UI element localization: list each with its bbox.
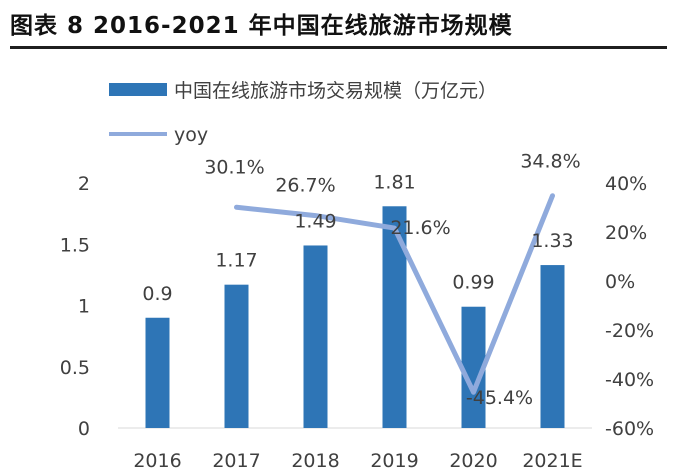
x-tick-label: 2017 [212,450,260,469]
y-left-tick-label: 0 [78,418,90,440]
bar-value-label: 1.81 [373,171,415,193]
yoy-point [473,391,474,393]
bar-value-label: 0.99 [452,272,494,294]
legend-bar-swatch [109,83,167,96]
yoy-value-label: 30.1% [204,156,264,178]
bar [145,317,170,428]
x-tick-label: 2019 [370,450,418,469]
y-right-tick-label: -60% [605,418,654,440]
yoy-value-label: -45.4% [466,387,533,409]
yoy-value-label: 26.7% [275,175,335,197]
title-divider [10,46,667,49]
bar-value-label: 0.9 [142,283,172,305]
y-left-tick-label: 0.5 [60,357,90,379]
legend-line-label: yoy [174,124,208,146]
bar [540,265,565,428]
y-right-tick-label: -40% [605,369,654,391]
yoy-value-label: 21.6% [390,217,450,239]
yoy-value-label: 34.8% [520,151,580,173]
y-right-tick-label: 20% [605,222,647,244]
y-right-tick-label: -20% [605,320,654,342]
bar [224,284,249,428]
bar-value-label: 1.17 [215,250,257,272]
bar-value-label: 1.33 [531,230,573,252]
y-right-tick-label: 40% [605,173,647,195]
yoy-point [236,206,237,208]
y-right-tick-label: 0% [605,271,635,293]
chart-title: 图表 8 2016-2021 年中国在线旅游市场规模 [10,13,513,39]
yoy-point [394,227,395,229]
legend-bar-label: 中国在线旅游市场交易规模（万亿元） [174,80,497,102]
bar [382,206,407,428]
x-tick-label: 2016 [133,450,181,469]
x-tick-label: 2021E [522,450,582,469]
bar [303,245,328,428]
y-left-tick-label: 1 [78,296,90,318]
yoy-point [315,215,316,217]
bar-value-label: 1.49 [294,210,336,232]
y-left-tick-label: 2 [78,173,90,195]
y-left-tick-label: 1.5 [60,234,90,256]
yoy-point [552,195,553,197]
x-tick-label: 2020 [449,450,497,469]
x-tick-label: 2018 [291,450,339,469]
